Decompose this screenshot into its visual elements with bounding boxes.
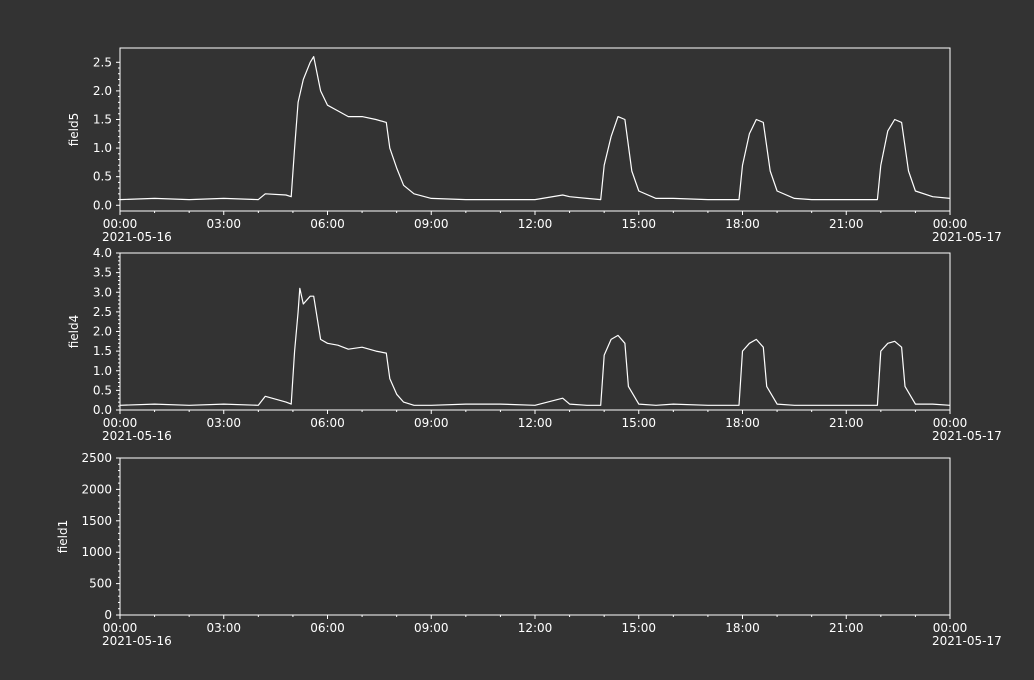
x-tick-label: 09:00 bbox=[414, 217, 449, 231]
y-tick-label: 1000 bbox=[81, 545, 112, 559]
x-tick-label: 18:00 bbox=[725, 621, 760, 635]
y-tick-label: 2.0 bbox=[93, 325, 112, 339]
y-tick-label: 2.0 bbox=[93, 84, 112, 98]
y-tick-label: 2.5 bbox=[93, 55, 112, 69]
y-tick-label: 0.0 bbox=[93, 403, 112, 417]
x-tick-label: 18:00 bbox=[725, 217, 760, 231]
x-date-label-end: 2021-05-17 bbox=[932, 230, 1002, 244]
x-tick-label: 00:00 bbox=[103, 621, 138, 635]
x-tick-label: 06:00 bbox=[310, 217, 345, 231]
series-line-1 bbox=[119, 56, 951, 201]
x-tick-label: 15:00 bbox=[621, 621, 656, 635]
x-tick-label: 03:00 bbox=[206, 416, 241, 430]
series-line-1 bbox=[119, 287, 951, 406]
x-tick-label: 09:00 bbox=[414, 621, 449, 635]
x-tick-label: 06:00 bbox=[310, 416, 345, 430]
y-tick-label: 0 bbox=[104, 608, 112, 622]
y-tick-label: 2000 bbox=[81, 482, 112, 496]
x-date-label-end: 2021-05-17 bbox=[932, 429, 1002, 443]
x-date-label-start: 2021-05-16 bbox=[102, 429, 172, 443]
plot-frame bbox=[119, 47, 951, 212]
plot-frame bbox=[119, 457, 951, 616]
y-tick-label: 0.5 bbox=[93, 170, 112, 184]
x-date-label-end: 2021-05-17 bbox=[932, 634, 1002, 648]
x-date-label-start: 2021-05-16 bbox=[102, 230, 172, 244]
x-tick-label: 00:00 bbox=[933, 217, 968, 231]
y-tick-label: 2.5 bbox=[93, 305, 112, 319]
y-axis-label: field4 bbox=[67, 315, 81, 349]
x-tick-label: 18:00 bbox=[725, 416, 760, 430]
y-tick-label: 1.0 bbox=[93, 141, 112, 155]
y-tick-label: 1500 bbox=[81, 514, 112, 528]
y-tick-label: 2500 bbox=[81, 451, 112, 465]
y-tick-label: 4.0 bbox=[93, 246, 112, 260]
x-tick-label: 00:00 bbox=[933, 416, 968, 430]
y-tick-label: 1.5 bbox=[93, 344, 112, 358]
x-tick-label: 21:00 bbox=[829, 416, 864, 430]
y-tick-label: 0.0 bbox=[93, 198, 112, 212]
y-tick-label: 3.5 bbox=[93, 266, 112, 280]
x-tick-label: 03:00 bbox=[206, 621, 241, 635]
x-tick-label: 00:00 bbox=[933, 621, 968, 635]
y-tick-label: 0.5 bbox=[93, 383, 112, 397]
y-axis-label: field5 bbox=[67, 113, 81, 147]
x-tick-label: 15:00 bbox=[621, 416, 656, 430]
x-tick-label: 00:00 bbox=[103, 416, 138, 430]
plot-frame bbox=[119, 252, 951, 411]
y-tick-label: 1.0 bbox=[93, 364, 112, 378]
x-date-label-start: 2021-05-16 bbox=[102, 634, 172, 648]
y-axis-label: field1 bbox=[56, 520, 70, 554]
x-tick-label: 12:00 bbox=[518, 416, 553, 430]
x-tick-label: 15:00 bbox=[621, 217, 656, 231]
x-tick-label: 00:00 bbox=[103, 217, 138, 231]
x-tick-label: 12:00 bbox=[518, 621, 553, 635]
x-tick-label: 21:00 bbox=[829, 621, 864, 635]
x-tick-label: 09:00 bbox=[414, 416, 449, 430]
x-tick-label: 12:00 bbox=[518, 217, 553, 231]
y-tick-label: 1.5 bbox=[93, 112, 112, 126]
y-tick-label: 500 bbox=[89, 577, 112, 591]
chart-panel-1: 0.0 0.5 1.0 1.5 2.0 2.5 00:00 03:00 06:00 09:00 12… bbox=[67, 47, 1002, 244]
chart-panel-3: 0 500 1000 1500 2000 2500 00:00 03:00 06:00 09:00… bbox=[56, 451, 1002, 648]
x-tick-label: 06:00 bbox=[310, 621, 345, 635]
x-tick-label: 03:00 bbox=[206, 217, 241, 231]
x-tick-label: 21:00 bbox=[829, 217, 864, 231]
chart-panel-2: 0.0 0.5 1.0 1.5 2.0 2.5 3.0 3.5 4.0 00:00 03:00 06:… bbox=[67, 246, 1002, 443]
y-tick-label: 3.0 bbox=[93, 285, 112, 299]
